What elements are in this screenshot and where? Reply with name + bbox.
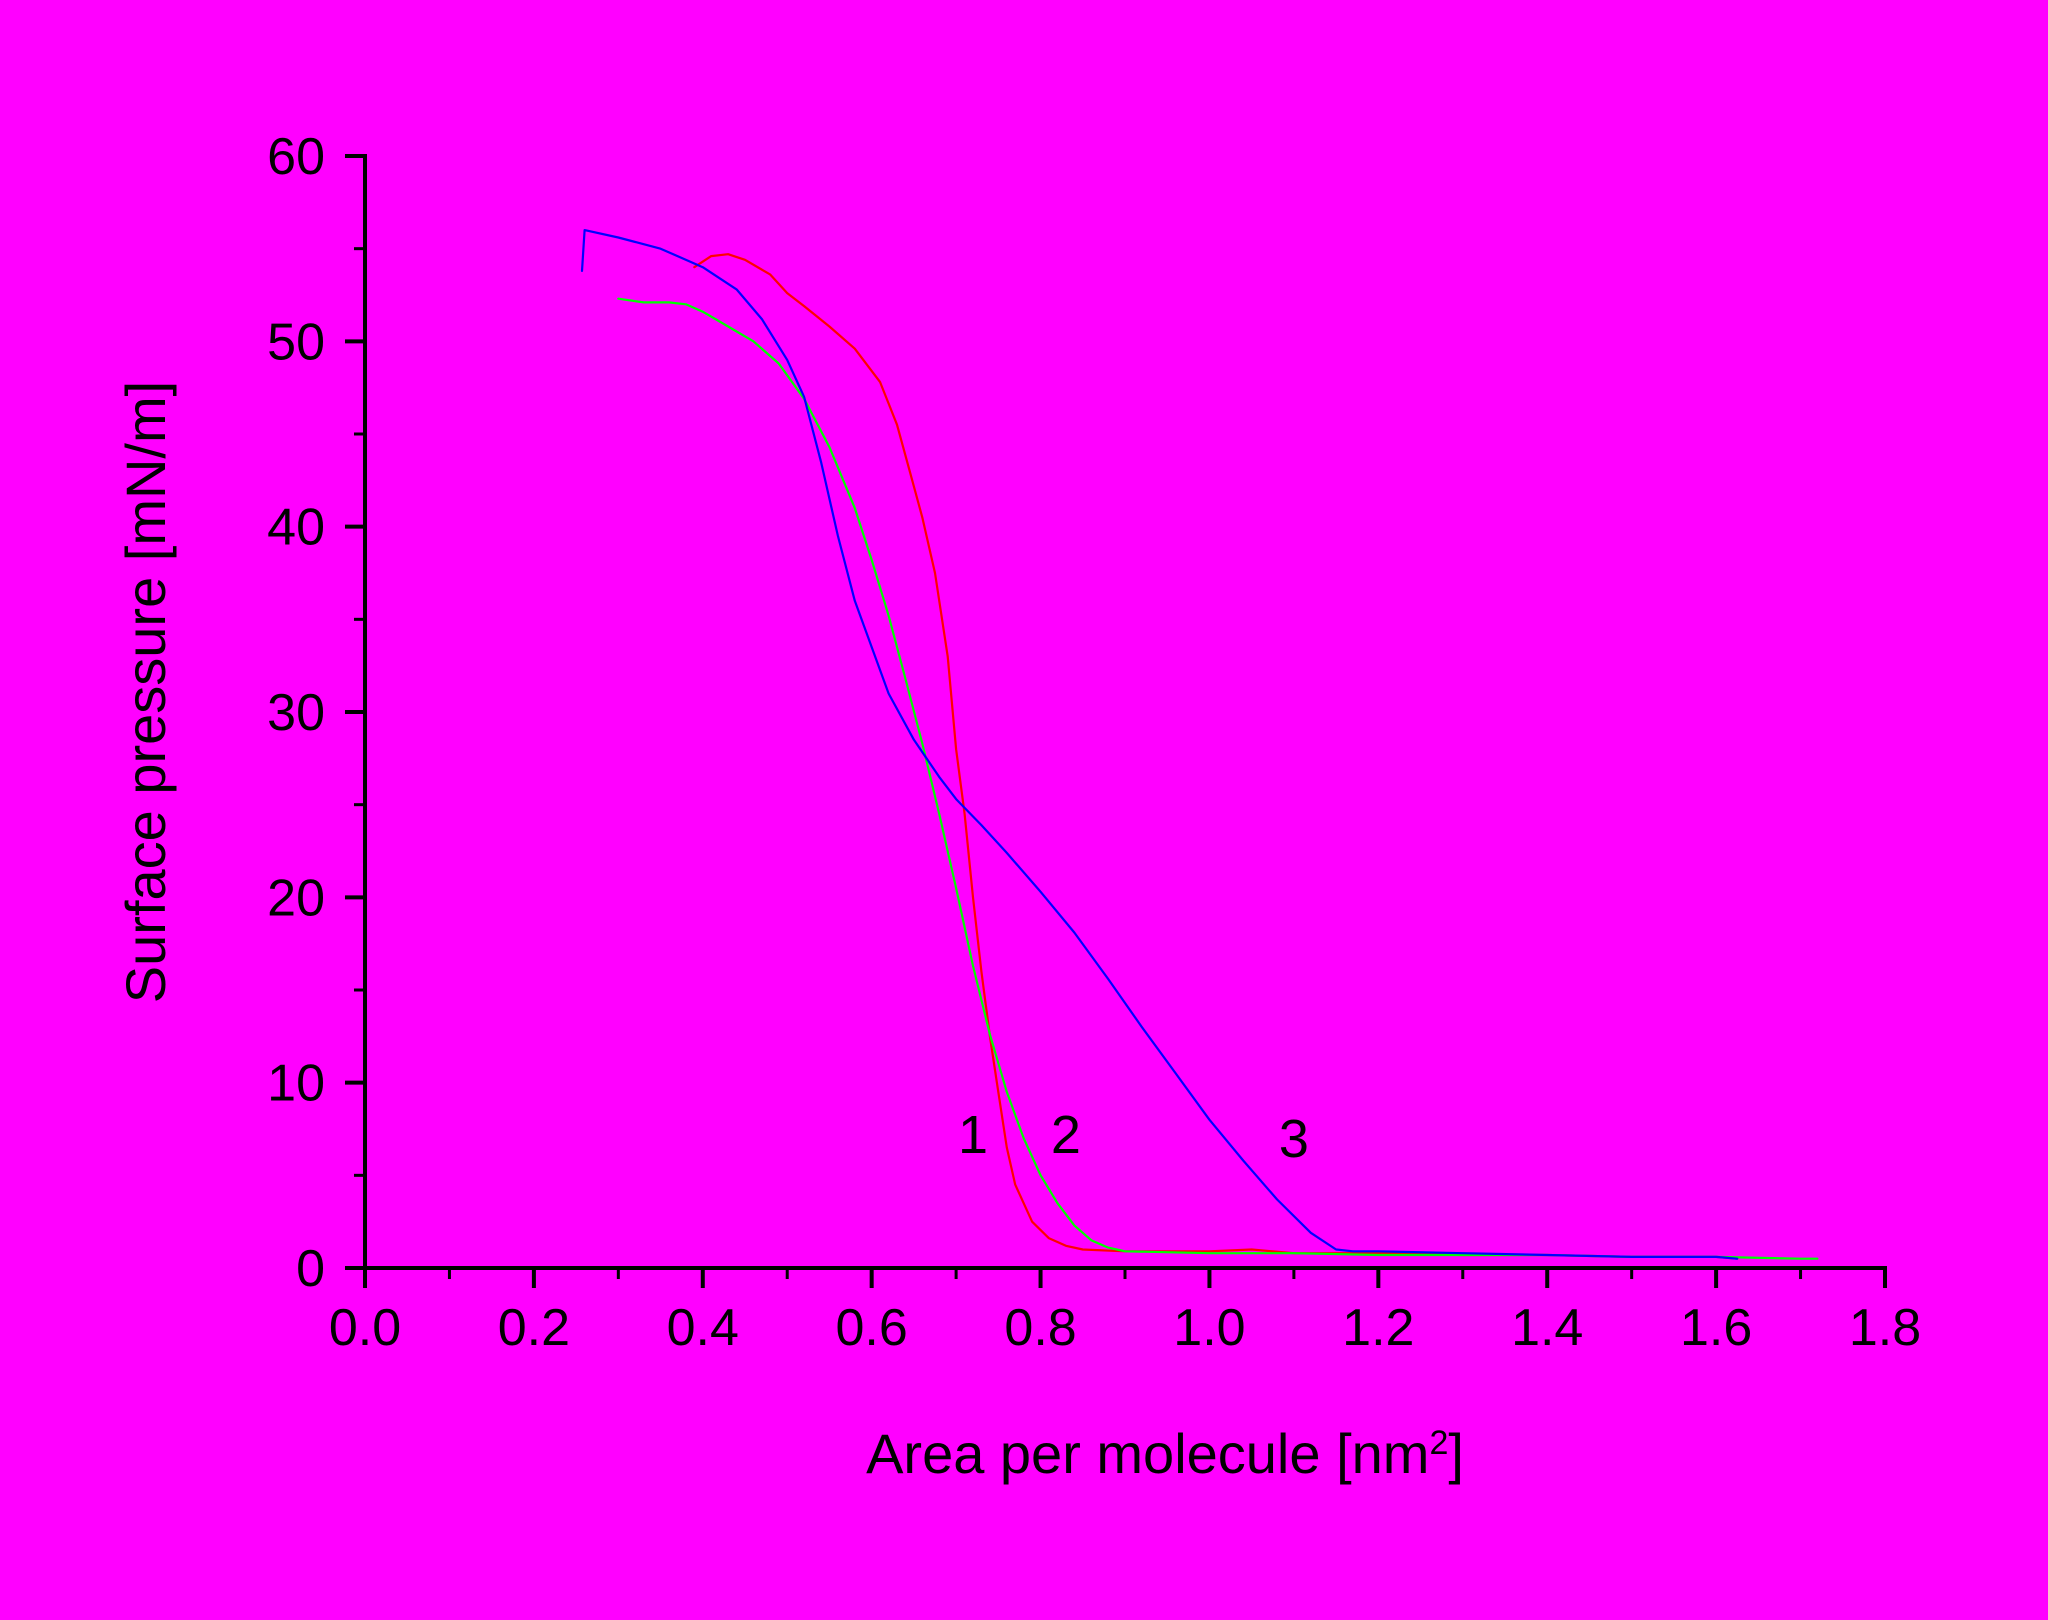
x-axis-title: Area per molecule [nm2]	[866, 1422, 1464, 1485]
y-tick-label: 20	[267, 869, 325, 927]
series-line-1	[693, 253, 1739, 1260]
x-tick-label: 1.8	[1849, 1299, 1921, 1357]
y-tick-label: 40	[267, 499, 325, 557]
y-tick-label: 10	[267, 1055, 325, 1113]
y-tick-label: 0	[296, 1240, 325, 1298]
x-axis-title-end: ]	[1448, 1422, 1464, 1485]
x-tick-label: 0.2	[498, 1299, 570, 1357]
x-tick-label: 1.0	[1173, 1299, 1245, 1357]
curve-label-3: 3	[1279, 1109, 1309, 1169]
x-tick-label: 0.6	[836, 1299, 908, 1357]
curve-labels: 1 2 3	[958, 1105, 1309, 1169]
axes	[363, 154, 1887, 1270]
y-tick-label: 30	[267, 684, 325, 742]
series-line-3	[580, 229, 1739, 1260]
curve-label-1: 1	[958, 1105, 988, 1165]
y-tick-label: 60	[267, 128, 325, 186]
tick-labels: 0.0 0.2 0.4 0.6 0.8 1.0 1.2 1.4 1.6 1.8 0 10 20 30 40 5…	[267, 128, 1921, 1357]
x-axis-title-main: Area per molecule [nm	[866, 1422, 1429, 1485]
x-tick-label: 0.8	[1004, 1299, 1076, 1357]
curve-label-2: 2	[1051, 1105, 1081, 1165]
x-tick-label: 1.6	[1680, 1299, 1752, 1357]
x-tick-label: 1.4	[1511, 1299, 1583, 1357]
series-layer	[580, 229, 1819, 1260]
x-axis-title-superscript: 2	[1429, 1424, 1448, 1462]
x-tick-label: 0.0	[329, 1299, 401, 1357]
y-axis-title: Surface pressure [mN/m]	[114, 381, 177, 1003]
y-tick-label: 50	[267, 313, 325, 371]
series-line-2	[617, 297, 1819, 1260]
x-tick-label: 0.4	[667, 1299, 739, 1357]
x-tick-label: 1.2	[1342, 1299, 1414, 1357]
ticks	[345, 154, 1887, 1288]
